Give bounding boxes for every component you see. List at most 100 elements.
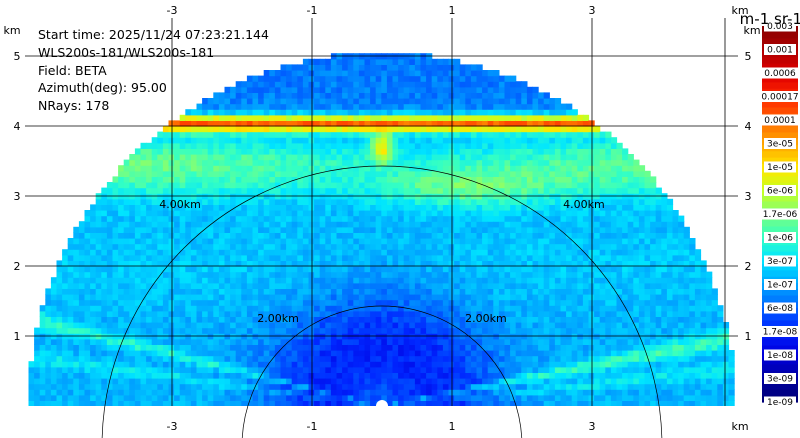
field-cell [521, 159, 528, 166]
field-cell [437, 226, 444, 233]
field-cell [370, 243, 377, 250]
field-cell [476, 126, 483, 133]
field-cell [213, 310, 220, 317]
field-cell [263, 142, 270, 149]
field-cell [280, 92, 287, 99]
field-cell [202, 322, 209, 329]
field-cell [213, 266, 220, 273]
field-cell [252, 338, 259, 345]
field-cell [403, 226, 410, 233]
field-cell [370, 148, 377, 155]
field-cell [230, 400, 237, 406]
field-cell [185, 338, 192, 345]
field-cell [330, 131, 338, 138]
field-cell [246, 299, 254, 306]
field-cell [263, 243, 270, 250]
field-cell [526, 299, 534, 306]
field-cell [375, 266, 382, 273]
field-cell [465, 254, 472, 261]
field-cell [123, 170, 130, 177]
field-cell [470, 215, 478, 222]
field-cell [213, 232, 220, 239]
field-cell [487, 366, 494, 373]
field-cell [224, 400, 231, 406]
field-cell [470, 187, 478, 194]
field-cell [269, 378, 276, 385]
field-cell [526, 322, 534, 329]
field-cell [470, 232, 478, 239]
field-cell [207, 316, 214, 323]
field-cell [325, 58, 332, 65]
field-cell [190, 215, 198, 222]
field-cell [302, 159, 310, 166]
field-cell [493, 81, 500, 88]
field-cell [95, 322, 102, 329]
field-cell [235, 232, 242, 239]
field-cell [465, 372, 472, 379]
field-cell [526, 221, 534, 228]
field-cell [196, 310, 203, 317]
field-cell [252, 210, 259, 217]
field-cell [286, 294, 293, 301]
field-cell [157, 210, 164, 217]
field-cell [241, 232, 248, 239]
field-cell [67, 372, 74, 379]
field-cell [297, 372, 304, 379]
field-cell [381, 378, 388, 385]
field-cell [95, 221, 102, 228]
field-cell [342, 277, 349, 284]
field-cell [510, 75, 517, 82]
field-cell [179, 355, 186, 362]
field-cell [207, 238, 214, 245]
field-cell [459, 64, 466, 71]
field-cell [347, 294, 354, 301]
field-cell [263, 355, 270, 362]
field-cell [521, 361, 528, 368]
field-cell [375, 215, 382, 222]
field-cell [504, 109, 511, 116]
field-cell [498, 114, 506, 121]
field-cell [403, 338, 410, 345]
field-cell [202, 266, 209, 273]
field-cell [336, 254, 343, 261]
field-cell [470, 70, 478, 77]
field-cell [342, 327, 349, 334]
field-cell [269, 322, 276, 329]
field-cell [476, 75, 483, 82]
field-cell [426, 109, 433, 116]
field-cell [241, 204, 248, 211]
field-cell [218, 288, 226, 295]
field-cell [263, 215, 270, 222]
field-cell [431, 366, 438, 373]
field-cell [263, 327, 270, 334]
field-cell [487, 288, 494, 295]
field-cell [174, 305, 181, 312]
field-cell [538, 282, 545, 289]
field-cell [146, 372, 153, 379]
field-cell [241, 131, 248, 138]
field-cell [543, 92, 550, 99]
field-cell [342, 316, 349, 323]
field-cell [426, 98, 433, 105]
field-cell [532, 378, 539, 385]
field-cell [269, 165, 276, 172]
field-cell [230, 109, 237, 116]
field-cell [118, 327, 125, 334]
field-cell [336, 142, 343, 149]
field-cell [291, 114, 298, 121]
field-cell [291, 131, 298, 138]
field-cell [106, 271, 114, 278]
field-cell [246, 254, 254, 261]
field-cell [106, 361, 114, 368]
field-cell [325, 288, 332, 295]
field-cell [67, 294, 74, 301]
field-cell [140, 383, 147, 390]
field-cell [353, 238, 360, 245]
field-cell [319, 277, 326, 284]
field-cell [297, 215, 304, 222]
field-cell [358, 327, 366, 334]
field-cell [386, 70, 394, 77]
field-cell [134, 154, 142, 161]
field-cell [95, 282, 102, 289]
field-cell [162, 137, 170, 144]
